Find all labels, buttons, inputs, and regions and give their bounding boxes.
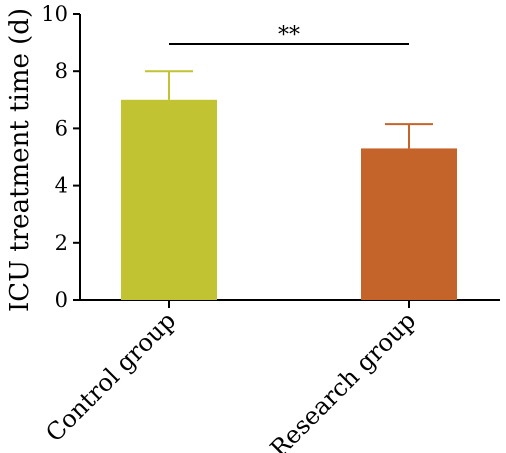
bar-1	[361, 148, 457, 300]
y-tick-label-2: 4	[55, 174, 68, 198]
y-tick-label-4: 8	[55, 59, 68, 83]
bars	[121, 99, 457, 300]
y-tick-label-0: 0	[55, 288, 68, 312]
y-tick-label-5: 10	[41, 2, 68, 26]
category-label-0: Control group	[40, 306, 181, 447]
category-labels: Control group Research group	[40, 306, 421, 453]
significance-label: **	[278, 23, 300, 48]
y-axis-label: ICU treatment time (d)	[5, 8, 35, 312]
y-tick-label-1: 2	[55, 231, 68, 255]
significance-annotation: **	[169, 23, 409, 48]
y-tick-label-3: 6	[55, 116, 68, 140]
bar-0	[121, 99, 217, 300]
category-label-1: Research group	[265, 306, 421, 453]
y-axis: 0 2 4 6 8 10	[41, 2, 81, 312]
x-axis	[79, 299, 500, 308]
error-bars	[145, 70, 433, 149]
